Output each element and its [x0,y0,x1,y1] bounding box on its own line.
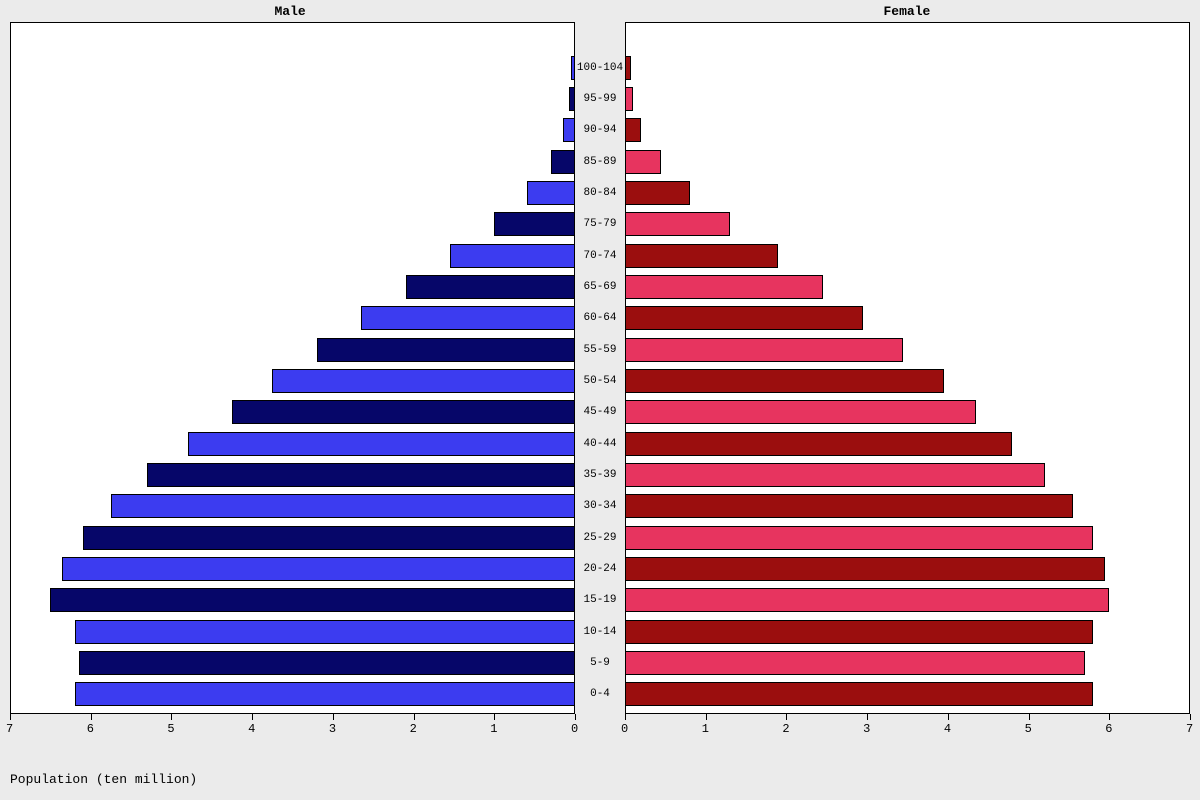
tick-mark [10,714,11,720]
female-bar [625,620,1093,644]
female-bar [625,588,1109,612]
female-bar [625,494,1073,518]
male-bar [494,212,575,236]
female-bar [625,181,690,205]
x-tick-label-female: 1 [702,722,709,736]
tick-mark [1029,714,1030,720]
age-group-label: 45-49 [600,406,633,418]
tick-mark [867,714,868,720]
age-group-label: 90-94 [600,124,633,136]
age-group-label: 75-79 [600,218,633,230]
female-bar [625,463,1045,487]
age-group-label: 35-39 [600,469,633,481]
age-group-label: 85-89 [600,156,633,168]
tick-mark [786,714,787,720]
female-bar [625,212,730,236]
x-tick-label-male: 4 [248,722,255,736]
female-bar [625,306,863,330]
x-tick-label-male: 3 [329,722,336,736]
female-bar [625,275,823,299]
age-group-label: 30-34 [600,500,633,512]
age-group-label: 15-19 [600,594,633,606]
age-group-label: 40-44 [600,438,633,450]
x-axis-caption: Population (ten million) [10,772,197,787]
tick-mark [494,714,495,720]
tick-mark [1190,714,1191,720]
x-tick-label-female: 7 [1186,722,1193,736]
male-bar [527,181,575,205]
x-tick-label-female: 6 [1105,722,1112,736]
male-bar [147,463,575,487]
female-bar [625,244,778,268]
tick-mark [706,714,707,720]
x-tick-label-male: 5 [167,722,174,736]
age-group-label: 70-74 [600,250,633,262]
x-tick-label-female: 5 [1025,722,1032,736]
male-bar [317,338,575,362]
tick-mark [575,714,576,720]
age-group-label: 60-64 [600,312,633,324]
x-tick-label-female: 3 [863,722,870,736]
tick-mark [91,714,92,720]
x-tick-label-male: 0 [571,722,578,736]
female-bar [625,682,1093,706]
male-bar [188,432,575,456]
age-group-label: 80-84 [600,187,633,199]
male-bar [83,526,575,550]
female-bar [625,338,903,362]
age-group-label: 10-14 [600,626,633,638]
tick-mark [948,714,949,720]
male-bar [111,494,575,518]
age-group-label: 100-104 [600,62,646,74]
male-bar [79,651,575,675]
population-pyramid-chart: MaleFemale100-10495-9990-9485-8980-8475-… [0,0,1200,800]
male-bar [62,557,575,581]
male-bar [450,244,575,268]
female-bar [625,400,976,424]
age-group-label: 95-99 [600,93,633,105]
tick-mark [171,714,172,720]
male-bar [272,369,575,393]
age-group-label: 65-69 [600,281,633,293]
male-bar [50,588,575,612]
tick-mark [333,714,334,720]
age-group-label: 55-59 [600,344,633,356]
female-bar [625,369,944,393]
x-tick-label-male: 7 [6,722,13,736]
age-group-label: 20-24 [600,563,633,575]
female-bar [625,526,1093,550]
x-tick-label-female: 2 [782,722,789,736]
male-bar [569,87,575,111]
x-tick-label-female: 0 [621,722,628,736]
male-bar [563,118,575,142]
tick-mark [252,714,253,720]
age-group-label: 5-9 [600,657,620,669]
tick-mark [1109,714,1110,720]
age-group-label: 0-4 [600,688,620,700]
x-tick-label-male: 6 [87,722,94,736]
tick-mark [625,714,626,720]
male-bar [75,620,575,644]
female-title: Female [884,4,931,19]
x-tick-label-male: 1 [490,722,497,736]
tick-mark [414,714,415,720]
female-bar [625,651,1085,675]
male-bar [75,682,575,706]
male-bar [361,306,575,330]
female-bar [625,432,1012,456]
male-bar [551,150,575,174]
male-bar [232,400,575,424]
male-title: Male [275,4,306,19]
female-bar [625,557,1105,581]
male-bar [571,56,575,80]
age-group-label: 25-29 [600,532,633,544]
x-tick-label-female: 4 [944,722,951,736]
age-group-label: 50-54 [600,375,633,387]
male-bar [406,275,576,299]
x-tick-label-male: 2 [410,722,417,736]
